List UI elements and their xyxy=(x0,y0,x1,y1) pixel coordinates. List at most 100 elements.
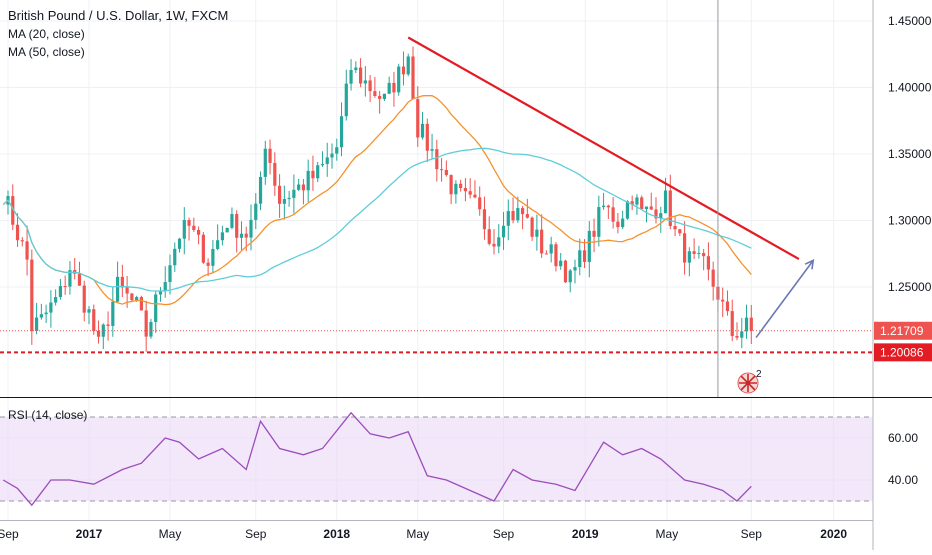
support-price-label: 1.20086 xyxy=(880,345,924,359)
candle-body xyxy=(201,234,205,263)
candle-body xyxy=(268,148,272,163)
candle-body xyxy=(559,260,563,267)
y-tick-label: 1.45000 xyxy=(888,14,932,28)
candle-body xyxy=(525,214,529,218)
candle-body xyxy=(120,276,124,288)
event-count: 2 xyxy=(756,369,762,380)
candle-body xyxy=(597,207,601,237)
candle-body xyxy=(601,205,606,208)
candle-body xyxy=(344,83,348,117)
candle-body xyxy=(397,66,401,93)
candle-body xyxy=(654,209,658,219)
resistance-trendline xyxy=(407,36,800,261)
candle-body xyxy=(111,301,115,326)
candle-body xyxy=(297,184,301,190)
candle-body xyxy=(130,293,134,301)
candle-body xyxy=(101,324,105,337)
candle-body xyxy=(697,253,701,255)
rsi-legend[interactable]: RSI (14, close) xyxy=(8,408,88,422)
candle-body xyxy=(478,197,482,210)
x-tick-label: May xyxy=(159,527,182,541)
candle-body xyxy=(497,237,501,247)
candle-body xyxy=(668,190,672,227)
candle-body xyxy=(425,123,429,151)
candle-body xyxy=(373,91,377,96)
candle-body xyxy=(473,194,477,198)
projection-arrow xyxy=(755,259,814,339)
candle-body xyxy=(358,67,363,84)
candle-body xyxy=(463,188,468,192)
x-tick-label: 2019 xyxy=(572,527,599,541)
candle-body xyxy=(15,224,20,241)
candle-body xyxy=(520,208,525,215)
candle-body xyxy=(330,153,334,158)
x-tick-label: Sep xyxy=(493,527,515,541)
candle-body xyxy=(711,269,715,287)
event-badge[interactable]: 2 xyxy=(737,369,762,394)
drawings[interactable] xyxy=(0,0,873,397)
candle-body xyxy=(20,240,24,242)
candle-body xyxy=(349,70,353,84)
candle-body xyxy=(92,309,96,331)
candle-body xyxy=(378,95,382,99)
ma50-legend[interactable]: MA (50, close) xyxy=(8,45,85,59)
candle-body xyxy=(625,201,630,219)
candle-body xyxy=(163,282,167,292)
candle-body xyxy=(554,244,558,267)
candle-body xyxy=(673,226,677,230)
candle-body xyxy=(587,230,591,262)
candle-body xyxy=(325,157,329,165)
x-tick-label: May xyxy=(656,527,679,541)
candle-body xyxy=(568,270,572,283)
ma20-legend[interactable]: MA (20, close) xyxy=(8,27,85,41)
last-price-label-box xyxy=(874,321,932,340)
candle-body xyxy=(482,209,487,230)
candle-body xyxy=(39,314,43,318)
symbol-title[interactable]: British Pound / U.S. Dollar, 1W, FXCM xyxy=(8,8,229,23)
candle-body xyxy=(506,211,510,226)
candle-body xyxy=(363,80,367,84)
candle-body xyxy=(644,206,649,210)
candle-body xyxy=(282,199,286,204)
candle-body xyxy=(244,233,248,238)
candle-body xyxy=(544,253,549,255)
candle-body xyxy=(630,201,634,205)
candle-body xyxy=(616,221,620,228)
x-tick-label: 2020 xyxy=(820,527,847,541)
candle-body xyxy=(663,190,668,214)
candle-body xyxy=(540,229,544,254)
candle-body xyxy=(501,225,506,238)
candle-body xyxy=(444,169,448,176)
candle-body xyxy=(730,311,734,336)
candle-body xyxy=(435,149,439,170)
candle-body xyxy=(82,285,86,313)
y-tick-label: 1.35000 xyxy=(888,147,932,161)
candle-body xyxy=(459,183,463,189)
candle-body xyxy=(311,170,315,179)
candle-body xyxy=(563,260,568,283)
candle-body xyxy=(106,324,110,326)
candle-body xyxy=(68,270,72,287)
candle-body xyxy=(196,229,201,235)
projection-arrow-head xyxy=(804,259,815,270)
rsi-line-group xyxy=(2,411,752,507)
candle-body xyxy=(277,185,282,204)
candle-body xyxy=(749,317,753,331)
candle-body xyxy=(411,56,415,100)
candle-body xyxy=(292,189,296,198)
candle-body xyxy=(168,265,172,283)
candle-body xyxy=(582,250,587,262)
rsi-tick-label: 60.00 xyxy=(888,431,918,445)
candle-body xyxy=(740,331,744,338)
candle-body xyxy=(578,250,582,268)
candle-body xyxy=(177,238,182,249)
candle-body xyxy=(211,248,215,266)
candle-body xyxy=(649,206,653,210)
candle-body xyxy=(301,184,306,191)
candle-body xyxy=(516,208,520,221)
candle-body xyxy=(34,317,39,331)
candle-body xyxy=(316,165,320,179)
